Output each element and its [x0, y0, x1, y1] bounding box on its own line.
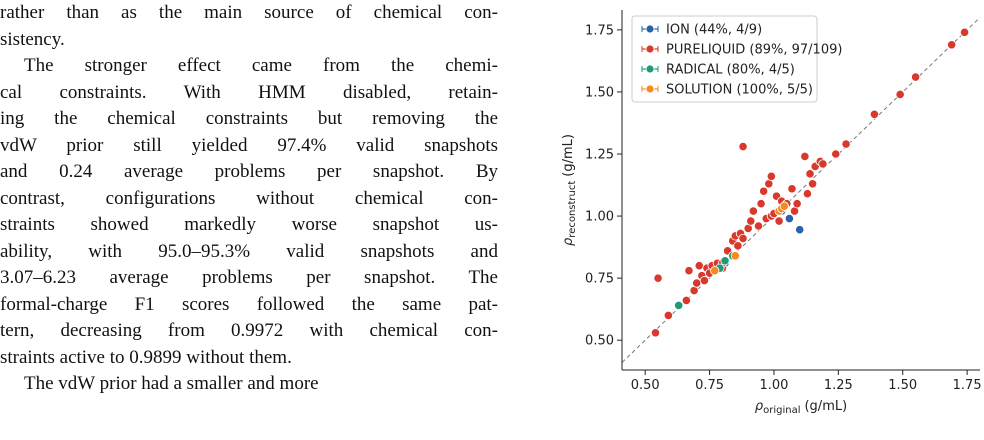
text-line: rather than as the main source of chemic…	[0, 2, 498, 23]
point	[753, 221, 764, 231]
point	[795, 225, 805, 235]
legend-label: PURELIQUID (89%, 97/109)	[666, 43, 842, 58]
text-line: and 0.24 average problems per snapshot. …	[0, 161, 498, 182]
point	[802, 189, 813, 199]
y-axis-label: ρreconstruct (g/mL)	[561, 134, 578, 246]
legend-marker	[645, 64, 655, 74]
x-tick-label: 0.50	[631, 378, 660, 393]
point	[663, 310, 673, 320]
y-tick-label: 0.75	[585, 272, 614, 287]
point	[947, 40, 957, 50]
point	[756, 199, 766, 209]
y-tick-label: 1.50	[585, 85, 614, 100]
point	[779, 201, 789, 211]
point	[895, 89, 905, 100]
y-tick-label: 1.00	[585, 210, 614, 225]
point	[694, 261, 704, 271]
text-line: The vdW prior had a smaller and more	[24, 373, 319, 394]
point	[911, 72, 921, 82]
y-tick-label: 0.50	[585, 334, 614, 349]
point	[730, 251, 740, 261]
point	[807, 179, 818, 189]
label-subscript: original	[763, 405, 800, 416]
text-line: 3.07–6.23 average problems per snapshot.…	[0, 267, 498, 288]
text-line: contrast, configurations without chemica…	[0, 187, 498, 209]
legend-marker	[645, 84, 655, 94]
text-line: The stronger effect came from the chemi-	[24, 55, 498, 76]
text-line: ability, with 95.0–95.3% valid snapshots…	[0, 240, 498, 262]
body-text: rather than as the main source of chemic…	[0, 0, 498, 398]
text-line: straints showed markedly worse snapshot …	[0, 214, 498, 235]
point	[733, 241, 743, 251]
text-line: vdW prior still yielded 97.4% valid snap…	[0, 134, 498, 156]
point	[748, 206, 758, 216]
point	[738, 233, 748, 244]
x-axis-label: ρoriginal (g/mL)	[755, 399, 847, 416]
text-line: ing the chemical constraints but removin…	[0, 108, 498, 129]
label-symbol: ρ	[561, 237, 576, 246]
point	[650, 328, 661, 338]
point	[681, 295, 691, 306]
label-unit: (g/mL)	[561, 134, 576, 177]
legend-label: RADICAL (80%, 4/5)	[666, 63, 795, 78]
legend-box	[631, 15, 818, 103]
point	[787, 184, 797, 194]
text-line: sistency.	[0, 28, 65, 50]
text-line: tern, decreasing from 0.9972 with chemic…	[0, 320, 498, 341]
text-line: cal constraints. With HMM disabled, reta…	[0, 81, 498, 103]
point	[841, 139, 851, 149]
point	[692, 278, 702, 288]
point	[805, 169, 815, 179]
legend-marker	[645, 44, 655, 54]
point	[774, 216, 784, 226]
point	[738, 141, 748, 152]
y-tick-label: 1.75	[585, 23, 614, 38]
x-tick-label: 1.75	[953, 378, 982, 393]
label-symbol: ρ	[755, 399, 764, 414]
point	[674, 300, 684, 311]
label-subscript: reconstruct	[567, 181, 578, 238]
point	[959, 27, 970, 37]
text-line: straints active to 0.9899 without them.	[0, 346, 292, 368]
x-tick-label: 0.75	[695, 378, 724, 393]
point	[699, 276, 710, 286]
point	[869, 109, 880, 119]
identity-line	[621, 17, 981, 363]
x-tick-label: 1.00	[759, 378, 788, 393]
point	[746, 216, 756, 226]
point	[818, 159, 828, 169]
point	[684, 266, 694, 276]
point	[759, 186, 769, 196]
legend-label: SOLUTION (100%, 5/5)	[666, 83, 813, 98]
point	[766, 171, 776, 181]
y-tick-label: 1.25	[585, 148, 614, 163]
point	[800, 151, 810, 162]
label-unit: (g/mL)	[804, 399, 847, 414]
point	[784, 213, 795, 224]
point	[710, 266, 720, 276]
point	[831, 149, 841, 159]
point	[653, 273, 663, 283]
point	[720, 256, 730, 266]
point	[792, 199, 802, 209]
x-tick-label: 1.50	[888, 378, 917, 393]
x-tick-label: 1.25	[824, 378, 853, 393]
legend-label: ION (44%, 4/9)	[666, 23, 762, 38]
text-line: formal-charge F1 scores followed the sam…	[0, 293, 498, 315]
legend-marker	[645, 24, 655, 34]
